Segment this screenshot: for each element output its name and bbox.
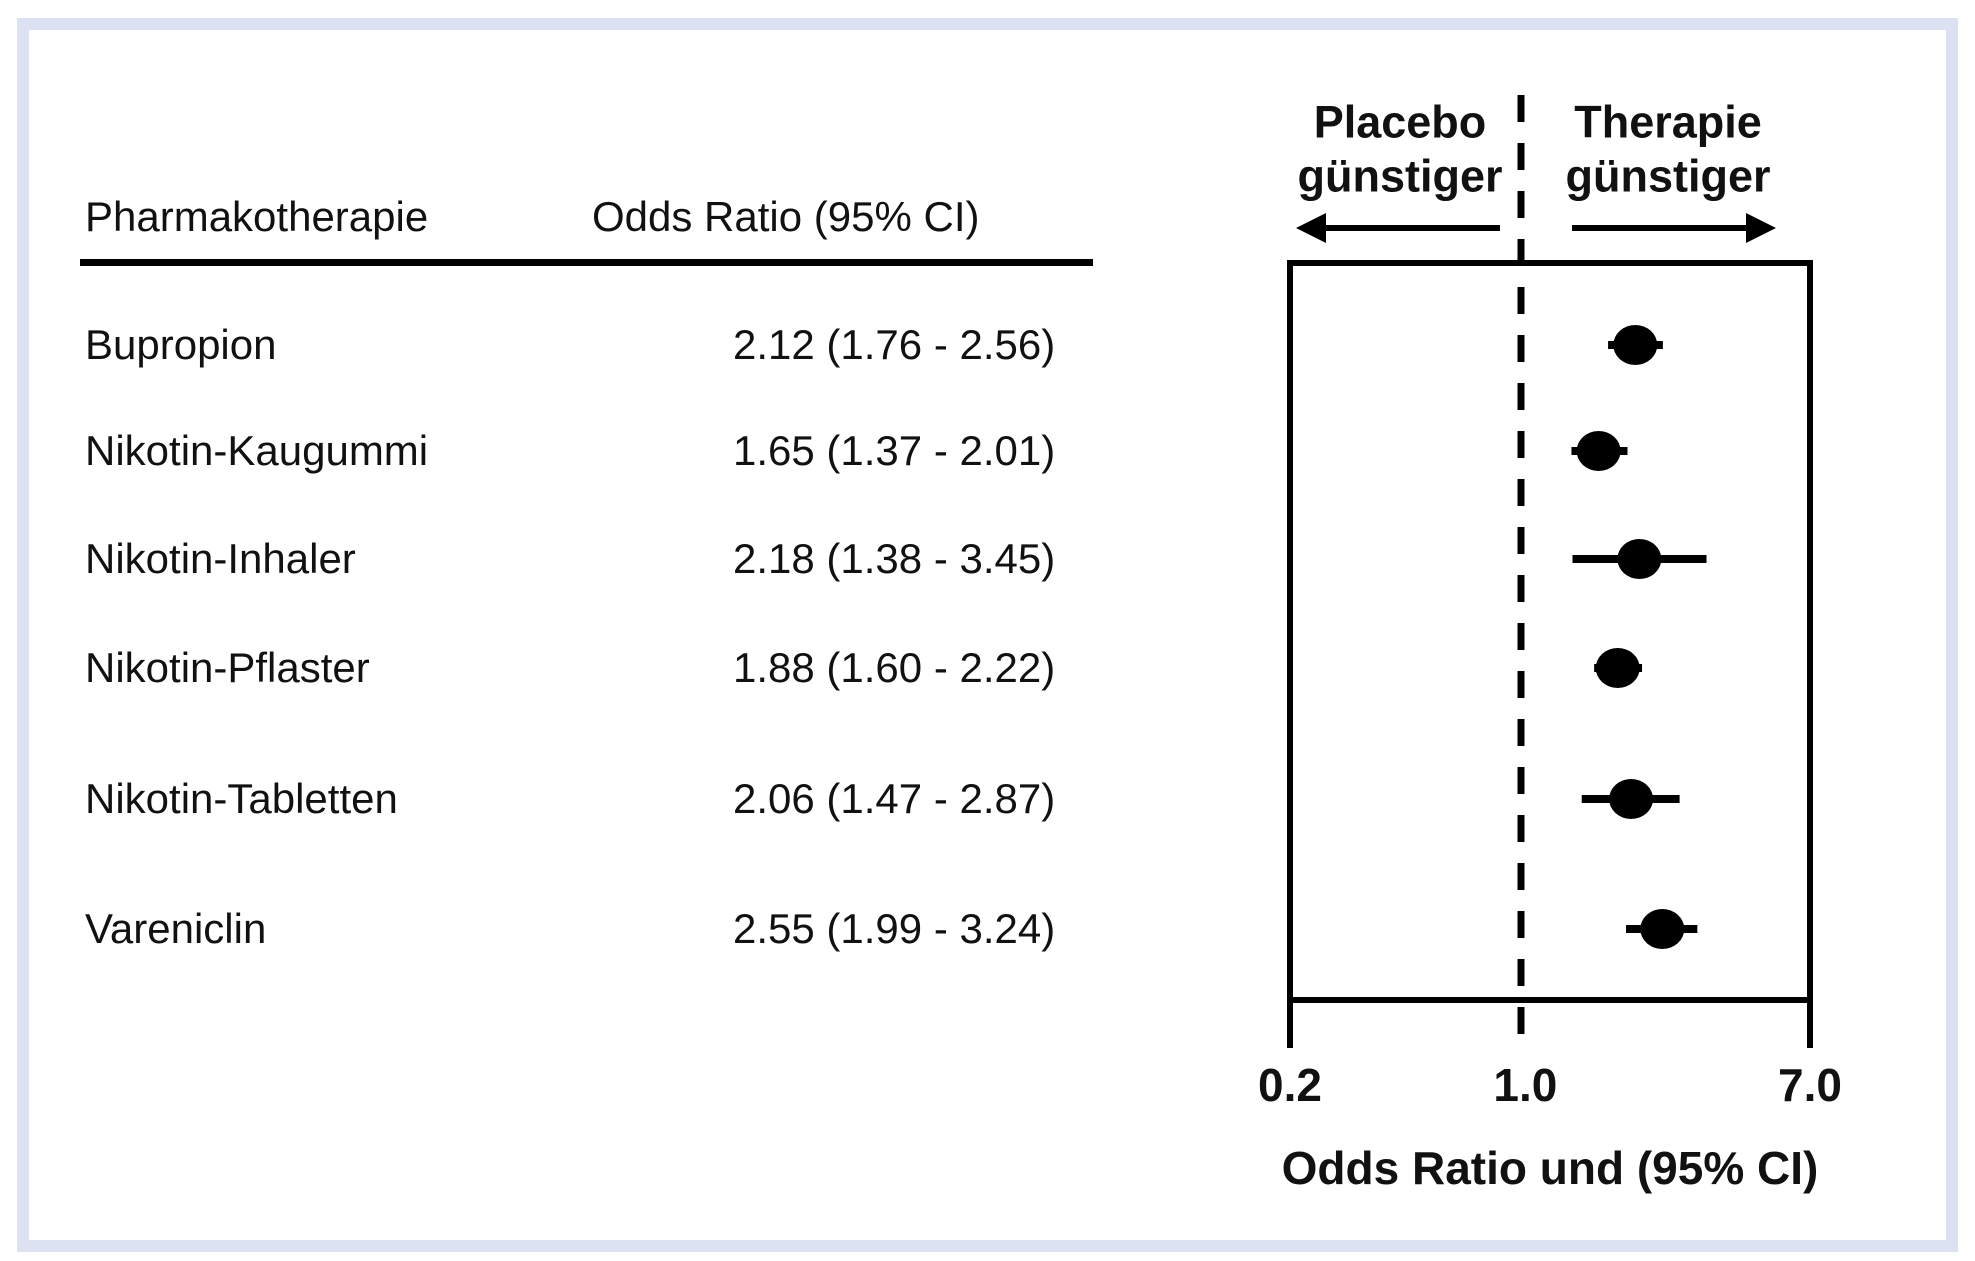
row-value: 2.55 (1.99 - 3.24) [733,905,1056,952]
row-label: Vareniclin [85,905,267,952]
row-label: Bupropion [85,321,277,368]
row-value: 1.88 (1.60 - 2.22) [733,644,1056,691]
direction-label-placebo-line1: Placebo [1313,96,1487,148]
row-value: 2.18 (1.38 - 3.45) [733,535,1056,582]
row-label: Nikotin-Inhaler [85,535,356,582]
row-value: 2.06 (1.47 - 2.87) [733,775,1056,822]
direction-label-placebo-line2: günstiger [1297,150,1503,202]
direction-label-therapie-line1: Therapie [1574,96,1762,148]
row-label: Nikotin-Pflaster [85,644,370,691]
row-value: 1.65 (1.37 - 2.01) [733,427,1056,474]
row-label: Nikotin-Tabletten [85,775,398,822]
column-header-odds-ratio: Odds Ratio (95% CI) [592,193,980,240]
x-axis-title: Odds Ratio und (95% CI) [1281,1142,1819,1194]
row-value: 2.12 (1.76 - 2.56) [733,321,1056,368]
direction-label-therapie-line2: günstiger [1565,150,1771,202]
x-tick-label-1.0: 1.0 [1493,1059,1558,1111]
x-tick-label-7.0: 7.0 [1778,1059,1842,1111]
x-tick-label-0.2: 0.2 [1258,1059,1322,1111]
column-header-treatment: Pharmakotherapie [85,193,429,240]
row-label: Nikotin-Kaugummi [85,427,429,474]
